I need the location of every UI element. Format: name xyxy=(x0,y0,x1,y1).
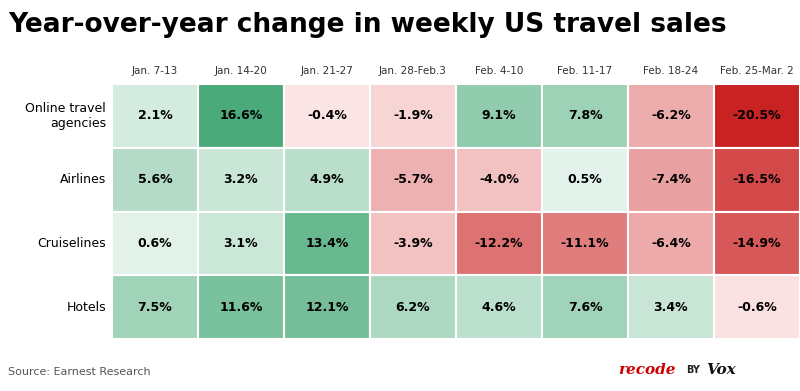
Text: 12.1%: 12.1% xyxy=(306,301,349,314)
Text: 7.8%: 7.8% xyxy=(568,109,602,122)
Text: Vox: Vox xyxy=(706,363,736,377)
Text: 13.4%: 13.4% xyxy=(306,237,349,250)
Text: 3.4%: 3.4% xyxy=(654,301,688,314)
Text: 0.5%: 0.5% xyxy=(568,173,602,186)
Text: 9.1%: 9.1% xyxy=(482,109,516,122)
Text: 4.9%: 4.9% xyxy=(310,173,344,186)
Bar xyxy=(370,148,456,212)
Text: Jan. 28-Feb.3: Jan. 28-Feb.3 xyxy=(379,66,447,76)
Text: -0.6%: -0.6% xyxy=(737,301,777,314)
Bar xyxy=(542,275,628,339)
Bar xyxy=(456,275,542,339)
Text: -7.4%: -7.4% xyxy=(651,173,691,186)
Text: 7.6%: 7.6% xyxy=(568,301,602,314)
Bar xyxy=(370,84,456,148)
Text: 3.1%: 3.1% xyxy=(224,237,258,250)
Bar xyxy=(456,84,542,148)
Bar xyxy=(456,148,542,212)
Bar xyxy=(112,212,198,275)
Bar xyxy=(542,84,628,148)
Text: Jan. 14-20: Jan. 14-20 xyxy=(214,66,267,76)
Bar xyxy=(112,84,198,148)
Text: -14.9%: -14.9% xyxy=(733,237,782,250)
Bar xyxy=(542,148,628,212)
Bar xyxy=(112,148,198,212)
Text: Feb. 11-17: Feb. 11-17 xyxy=(558,66,613,76)
Text: BY: BY xyxy=(686,365,700,375)
Text: Online travel
agencies: Online travel agencies xyxy=(26,102,106,130)
Text: -5.7%: -5.7% xyxy=(393,173,433,186)
Text: 6.2%: 6.2% xyxy=(396,301,430,314)
Text: -11.1%: -11.1% xyxy=(561,237,610,250)
Text: 3.2%: 3.2% xyxy=(224,173,258,186)
Text: -4.0%: -4.0% xyxy=(479,173,519,186)
Bar xyxy=(628,148,714,212)
Bar xyxy=(714,212,800,275)
Text: recode: recode xyxy=(618,363,675,377)
Bar xyxy=(284,148,370,212)
Bar xyxy=(714,275,800,339)
Text: 0.6%: 0.6% xyxy=(138,237,172,250)
Text: 2.1%: 2.1% xyxy=(138,109,172,122)
Text: 4.6%: 4.6% xyxy=(482,301,516,314)
Text: -0.4%: -0.4% xyxy=(307,109,347,122)
Bar xyxy=(456,212,542,275)
Bar xyxy=(714,84,800,148)
Text: 11.6%: 11.6% xyxy=(219,301,262,314)
Bar xyxy=(198,84,284,148)
Text: 5.6%: 5.6% xyxy=(138,173,172,186)
Bar xyxy=(370,212,456,275)
Bar xyxy=(198,275,284,339)
Bar xyxy=(628,212,714,275)
Text: Feb. 25-Mar. 2: Feb. 25-Mar. 2 xyxy=(720,66,794,76)
Text: 7.5%: 7.5% xyxy=(138,301,172,314)
Bar xyxy=(542,212,628,275)
Text: -3.9%: -3.9% xyxy=(393,237,433,250)
Text: Jan. 7-13: Jan. 7-13 xyxy=(132,66,178,76)
Text: -1.9%: -1.9% xyxy=(393,109,433,122)
Text: -16.5%: -16.5% xyxy=(733,173,782,186)
Bar xyxy=(112,275,198,339)
Text: Airlines: Airlines xyxy=(60,173,106,186)
Bar xyxy=(198,212,284,275)
Bar xyxy=(628,275,714,339)
Text: Hotels: Hotels xyxy=(66,301,106,314)
Text: -6.2%: -6.2% xyxy=(651,109,691,122)
Bar xyxy=(284,84,370,148)
Text: Jan. 21-27: Jan. 21-27 xyxy=(301,66,354,76)
Bar xyxy=(198,148,284,212)
Text: Cruiselines: Cruiselines xyxy=(38,237,106,250)
Bar xyxy=(370,275,456,339)
Text: -20.5%: -20.5% xyxy=(733,109,782,122)
Bar xyxy=(284,212,370,275)
Text: -12.2%: -12.2% xyxy=(474,237,523,250)
Text: 16.6%: 16.6% xyxy=(219,109,262,122)
Bar xyxy=(714,148,800,212)
Bar xyxy=(284,275,370,339)
Text: Year-over-year change in weekly US travel sales: Year-over-year change in weekly US trave… xyxy=(8,12,726,38)
Text: Feb. 4-10: Feb. 4-10 xyxy=(475,66,523,76)
Bar xyxy=(628,84,714,148)
Text: Source: Earnest Research: Source: Earnest Research xyxy=(8,367,150,377)
Text: Feb. 18-24: Feb. 18-24 xyxy=(643,66,698,76)
Text: -6.4%: -6.4% xyxy=(651,237,691,250)
